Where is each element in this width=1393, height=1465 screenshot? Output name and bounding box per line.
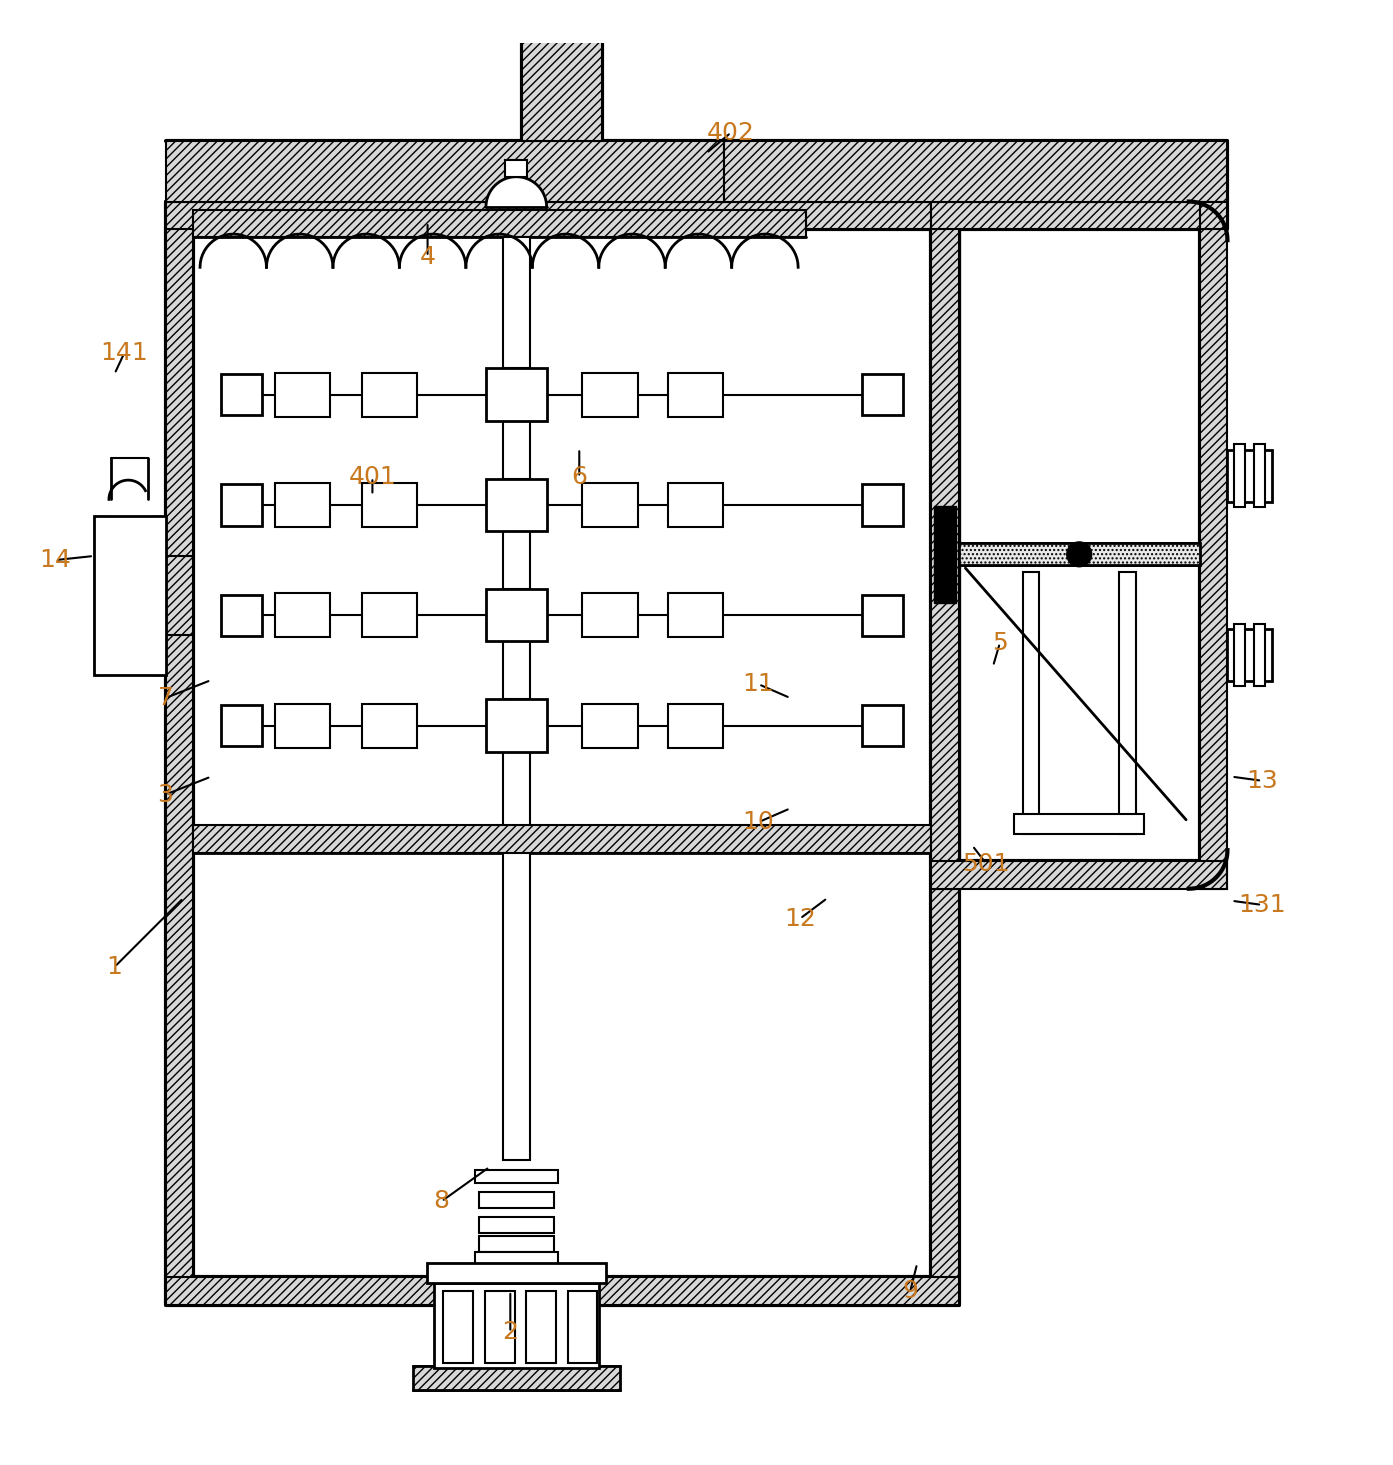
Bar [362,483,417,527]
Bar [503,368,531,420]
Bar [1234,444,1245,507]
Bar [479,1216,553,1234]
Bar [567,1291,598,1362]
Bar [274,372,330,416]
Bar [1254,624,1265,687]
Bar [166,141,724,202]
Bar [486,589,546,642]
Bar [506,160,528,177]
Bar [958,544,1199,565]
Bar [931,202,958,889]
Text: 501: 501 [963,851,1010,876]
Text: 11: 11 [742,672,775,696]
Bar [503,237,531,1160]
Bar [1119,573,1135,834]
Bar [166,555,194,634]
Bar [274,593,330,637]
Bar [220,705,262,746]
Bar [931,202,958,1305]
Text: 131: 131 [1238,892,1286,917]
Bar [503,479,531,532]
Bar [862,485,904,526]
Bar [931,861,1227,889]
Bar [503,589,531,642]
Bar [443,1291,474,1362]
Text: 9: 9 [903,1279,918,1302]
Text: 141: 141 [100,341,148,365]
Bar [1227,628,1272,681]
Bar [274,483,330,527]
Bar [485,1291,514,1362]
Bar [194,209,805,237]
Bar [1199,202,1227,229]
Text: 2: 2 [503,1320,518,1345]
Bar [486,699,546,752]
Bar [669,372,723,416]
Bar [479,1191,553,1209]
Bar [93,516,166,674]
Bar [166,202,958,229]
Bar [362,593,417,637]
Bar [522,28,602,141]
Bar [412,1365,620,1390]
Bar [93,516,109,674]
Text: 5: 5 [992,631,1007,655]
Bar [194,825,931,853]
Text: 10: 10 [742,810,775,834]
Bar [582,372,638,416]
Bar [669,703,723,747]
Bar [486,479,546,532]
Bar [362,703,417,747]
Bar [475,1253,557,1266]
Text: 4: 4 [419,245,436,268]
Bar [582,703,638,747]
Polygon shape [486,177,546,207]
Bar [479,1236,553,1253]
Bar [152,516,166,674]
Bar [274,703,330,747]
Bar [724,141,1227,202]
Text: 14: 14 [39,548,71,573]
Text: 1: 1 [107,955,123,979]
Bar [433,1283,599,1368]
Bar [220,595,262,636]
Bar [475,1169,557,1184]
Bar [220,374,262,415]
Bar [1022,573,1039,834]
Bar [933,505,956,602]
Text: 6: 6 [571,466,588,489]
Bar [582,593,638,637]
Bar [362,372,417,416]
Bar [527,1291,556,1362]
Bar [166,1277,958,1305]
Bar [220,485,262,526]
Bar [1234,624,1245,687]
Text: 3: 3 [157,782,174,807]
Bar [1254,444,1265,507]
Text: 12: 12 [784,907,816,930]
Circle shape [1067,542,1092,567]
Bar [862,705,904,746]
Bar [486,368,546,420]
Bar [1014,815,1144,834]
Text: 7: 7 [157,686,174,711]
Bar [669,593,723,637]
Text: 401: 401 [348,466,396,489]
Text: 402: 402 [708,120,755,145]
Bar [862,374,904,415]
Bar [582,483,638,527]
Bar [669,483,723,527]
Bar [862,595,904,636]
Bar [931,202,1227,229]
Bar [1199,202,1227,889]
Bar [503,699,531,752]
Text: 13: 13 [1247,769,1277,793]
Text: 8: 8 [433,1190,450,1213]
Bar [1227,450,1272,502]
Bar [426,1263,606,1283]
Bar [166,202,194,1305]
